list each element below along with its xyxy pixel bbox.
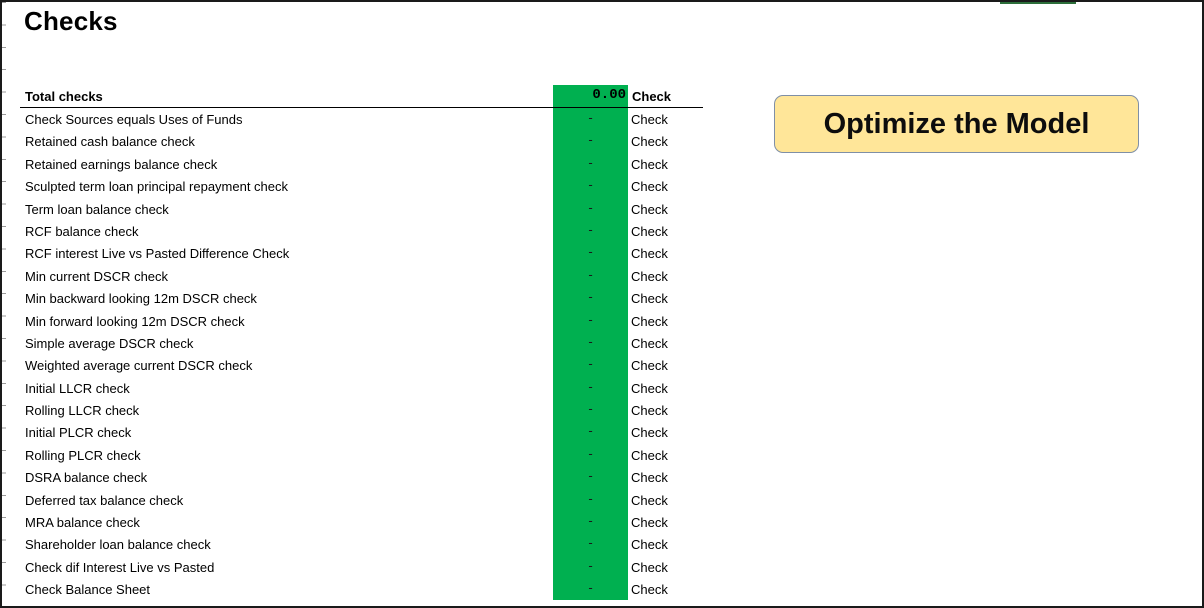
check-value[interactable]: -: [588, 378, 593, 394]
check-label[interactable]: Rolling PLCR check: [25, 447, 141, 463]
check-status[interactable]: Check: [631, 156, 668, 172]
check-value[interactable]: -: [588, 244, 593, 260]
check-row: Deferred tax balance check - Check: [20, 489, 703, 511]
check-status[interactable]: Check: [631, 582, 668, 598]
check-value[interactable]: -: [588, 580, 593, 596]
checks-list: Check Sources equals Uses of Funds - Check…: [20, 108, 703, 601]
check-value[interactable]: -: [588, 199, 593, 215]
check-status[interactable]: Check: [631, 201, 668, 217]
check-value[interactable]: -: [588, 513, 593, 529]
check-label[interactable]: MRA balance check: [25, 515, 140, 531]
check-label[interactable]: DSRA balance check: [25, 470, 148, 486]
check-label[interactable]: Initial PLCR check: [25, 425, 132, 441]
check-label[interactable]: Sculpted term loan principal repayment c…: [25, 179, 289, 195]
check-status[interactable]: Check: [631, 380, 668, 396]
optimize-model-button[interactable]: Optimize the Model: [774, 95, 1139, 153]
check-row: Check Sources equals Uses of Funds - Check: [20, 108, 703, 130]
check-value[interactable]: -: [588, 311, 593, 327]
check-row: Min backward looking 12m DSCR check - Chec…: [20, 287, 703, 309]
total-checks-label: Total checks: [25, 89, 103, 104]
check-label[interactable]: Retained cash balance check: [25, 134, 195, 150]
check-label[interactable]: Min backward looking 12m DSCR check: [25, 291, 257, 307]
check-status[interactable]: Check: [631, 358, 668, 374]
check-row: RCF balance check - Check: [20, 220, 703, 242]
check-label[interactable]: Deferred tax balance check: [25, 492, 184, 508]
check-label[interactable]: Retained earnings balance check: [25, 156, 218, 172]
check-status[interactable]: Check: [631, 403, 668, 419]
check-status[interactable]: Check: [631, 425, 668, 441]
check-row: Initial LLCR check - Check: [20, 377, 703, 399]
check-value[interactable]: -: [588, 221, 593, 237]
check-status[interactable]: Check: [631, 268, 668, 284]
check-row: Check dif Interest Live vs Pasted - Check: [20, 556, 703, 578]
check-row: Rolling PLCR check - Check: [20, 444, 703, 466]
check-value[interactable]: -: [588, 289, 593, 305]
check-status[interactable]: Check: [631, 335, 668, 351]
check-label[interactable]: Check Balance Sheet: [25, 582, 151, 598]
check-status[interactable]: Check: [631, 313, 668, 329]
check-row: RCF interest Live vs Pasted Difference C…: [20, 242, 703, 264]
check-row: Min forward looking 12m DSCR check - Check: [20, 310, 703, 332]
check-label[interactable]: Min forward looking 12m DSCR check: [25, 313, 245, 329]
check-status[interactable]: Check: [631, 291, 668, 307]
check-value[interactable]: -: [588, 423, 593, 439]
check-value[interactable]: -: [588, 110, 593, 125]
check-row: Shareholder loan balance check - Check: [20, 533, 703, 555]
checks-header-row: Total checks 0.00 Check: [20, 86, 703, 108]
check-value[interactable]: -: [588, 445, 593, 461]
check-status[interactable]: Check: [631, 537, 668, 553]
check-status[interactable]: Check: [631, 246, 668, 262]
check-row: Retained earnings balance check - Check: [20, 153, 703, 175]
check-values-column: [553, 85, 628, 600]
page-title: Checks: [24, 6, 118, 36]
check-value[interactable]: -: [588, 333, 593, 349]
check-label[interactable]: Check Sources equals Uses of Funds: [25, 112, 243, 127]
total-checks-value[interactable]: 0.00: [592, 87, 626, 103]
check-value[interactable]: -: [588, 535, 593, 551]
check-label[interactable]: Initial LLCR check: [25, 380, 130, 396]
check-value[interactable]: -: [588, 132, 593, 148]
check-row: DSRA balance check - Check: [20, 466, 703, 488]
check-status[interactable]: Check: [631, 470, 668, 486]
check-label[interactable]: Check dif Interest Live vs Pasted: [25, 559, 215, 575]
check-row: Retained cash balance check - Check: [20, 130, 703, 152]
check-value[interactable]: -: [588, 154, 593, 170]
check-status[interactable]: Check: [631, 492, 668, 508]
check-label[interactable]: Rolling LLCR check: [25, 403, 140, 419]
selected-cell-marker: [1000, 2, 1076, 4]
check-label[interactable]: Weighted average current DSCR check: [25, 358, 253, 374]
check-row: MRA balance check - Check: [20, 511, 703, 533]
check-value[interactable]: -: [588, 468, 593, 484]
check-row: Min current DSCR check - Check: [20, 265, 703, 287]
check-value[interactable]: -: [588, 490, 593, 506]
check-status[interactable]: Check: [631, 559, 668, 575]
check-value[interactable]: -: [588, 557, 593, 573]
check-label[interactable]: Simple average DSCR check: [25, 335, 194, 351]
check-row: Sculpted term loan principal repayment c…: [20, 175, 703, 197]
check-status[interactable]: Check: [631, 515, 668, 531]
check-status[interactable]: Check: [631, 447, 668, 463]
check-value[interactable]: -: [588, 177, 593, 193]
check-value[interactable]: -: [588, 266, 593, 282]
check-status[interactable]: Check: [631, 112, 668, 127]
check-label[interactable]: RCF interest Live vs Pasted Difference C…: [25, 246, 290, 262]
row-gridlines: [2, 2, 6, 606]
check-label[interactable]: Term loan balance check: [25, 201, 169, 217]
check-row: Simple average DSCR check - Check: [20, 332, 703, 354]
check-value[interactable]: -: [588, 356, 593, 372]
check-status[interactable]: Check: [631, 223, 668, 239]
check-status[interactable]: Check: [631, 179, 668, 195]
check-row: Term loan balance check - Check: [20, 198, 703, 220]
check-label[interactable]: Min current DSCR check: [25, 268, 169, 284]
check-status[interactable]: Check: [631, 134, 668, 150]
total-checks-status: Check: [632, 89, 672, 104]
check-value[interactable]: -: [588, 401, 593, 417]
check-label[interactable]: Shareholder loan balance check: [25, 537, 211, 553]
check-row: Check Balance Sheet - Check: [20, 578, 703, 600]
check-row: Rolling LLCR check - Check: [20, 399, 703, 421]
check-row: Weighted average current DSCR check - Chec…: [20, 354, 703, 376]
check-label[interactable]: RCF balance check: [25, 223, 139, 239]
check-row: Initial PLCR check - Check: [20, 421, 703, 443]
